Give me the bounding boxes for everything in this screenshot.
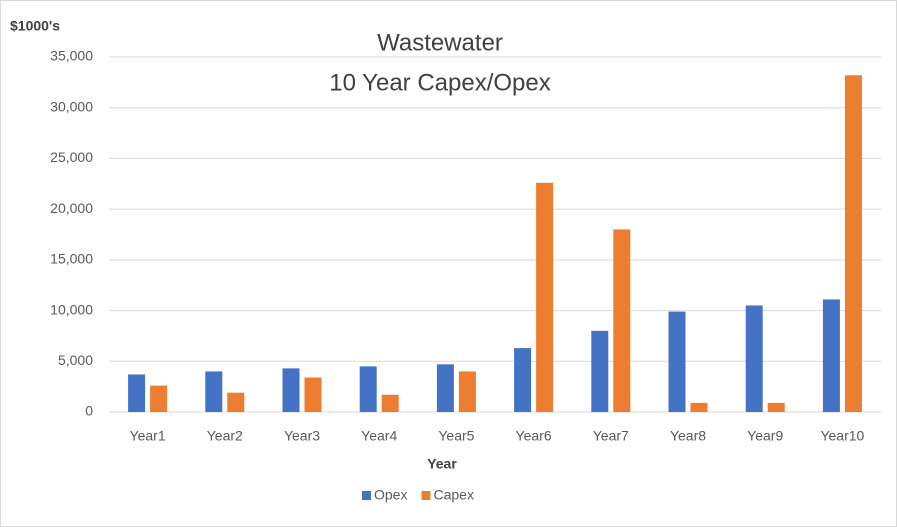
y-tick-label: 30,000 <box>50 98 93 114</box>
y-axis-label: $1000's <box>10 18 60 34</box>
legend-label: Opex <box>374 487 407 503</box>
bar <box>514 348 532 412</box>
bar <box>227 392 245 412</box>
bar <box>458 371 476 412</box>
bar <box>844 75 862 412</box>
x-tick-label: Year1 <box>130 428 166 444</box>
bar <box>822 299 840 412</box>
chart-subtitle: 10 Year Capex/Opex <box>329 69 551 96</box>
x-tick-label: Year6 <box>516 428 552 444</box>
bar <box>205 371 223 412</box>
x-tick-label: Year9 <box>747 428 783 444</box>
x-axis-label: Year <box>427 456 457 472</box>
bar <box>668 311 686 412</box>
bar <box>381 394 399 412</box>
x-tick-label: Year3 <box>284 428 320 444</box>
bar <box>613 229 631 412</box>
bar <box>128 374 146 412</box>
bar <box>591 330 609 412</box>
bar <box>745 305 763 412</box>
bar <box>690 402 708 412</box>
x-tick-label: Year8 <box>670 428 706 444</box>
y-tick-label: 25,000 <box>50 149 93 165</box>
x-tick-label: Year2 <box>207 428 243 444</box>
legend-swatch <box>421 491 431 500</box>
bar <box>436 364 454 412</box>
y-tick-label: 20,000 <box>50 200 93 216</box>
legend-swatch <box>362 491 371 500</box>
x-tick-label: Year4 <box>361 428 397 444</box>
y-tick-label: 35,000 <box>50 48 93 64</box>
y-tick-label: 15,000 <box>50 251 93 267</box>
bar <box>359 366 377 412</box>
chart-title: Wastewater <box>377 29 503 56</box>
bar <box>304 377 322 412</box>
bar <box>536 182 554 412</box>
y-tick-label: 10,000 <box>50 301 93 317</box>
x-tick-label: Year7 <box>593 428 629 444</box>
bar <box>282 368 300 412</box>
legend-label: Capex <box>433 487 473 503</box>
bar <box>150 385 168 412</box>
x-tick-label: Year5 <box>438 428 474 444</box>
x-tick-label: Year10 <box>820 428 864 444</box>
bar <box>767 402 785 412</box>
y-tick-label: 0 <box>85 403 93 419</box>
y-tick-label: 5,000 <box>58 352 93 368</box>
